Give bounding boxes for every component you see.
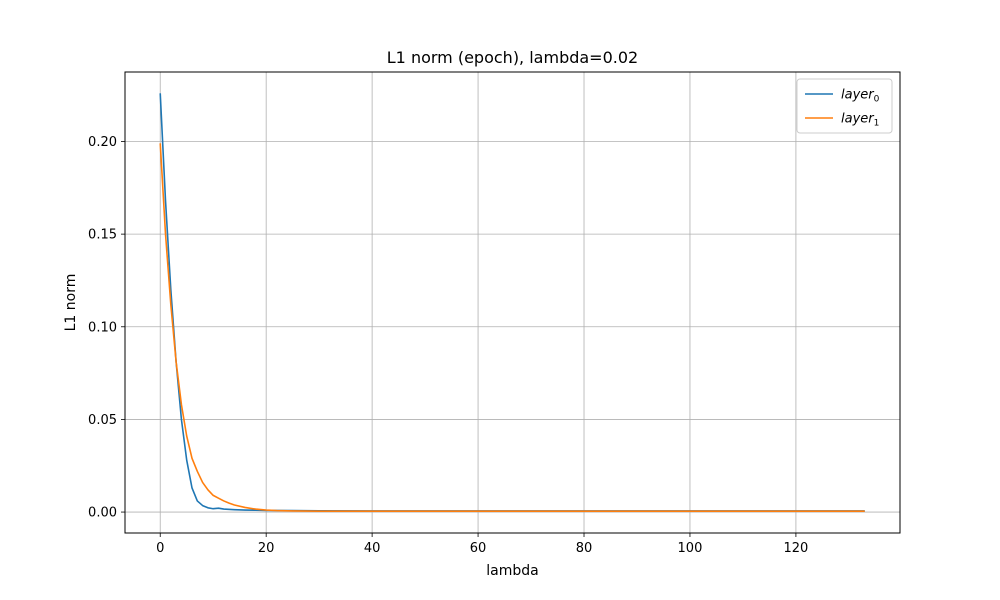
legend: layer0 layer1 [796, 78, 893, 134]
x-tick-label: 100 [678, 541, 703, 556]
legend-box [796, 78, 893, 134]
x-tick-label: 40 [364, 541, 381, 556]
y-tick-label: 0.00 [88, 506, 117, 521]
legend-label-1: layer1 [841, 112, 879, 129]
plot-frame [124, 71, 901, 534]
x-tick-label: 60 [470, 541, 487, 556]
x-tick-label: 80 [576, 541, 593, 556]
y-tick-label: 0.15 [88, 228, 117, 243]
series-line-1 [159, 143, 865, 512]
x-tick-label: 120 [783, 541, 808, 556]
y-tick-label: 0.10 [88, 320, 117, 335]
y-tick-label: 0.05 [88, 413, 117, 428]
y-tick-label: 0.20 [88, 135, 117, 150]
legend-label-0: layer0 [841, 88, 880, 105]
x-tick-label: 0 [156, 541, 164, 556]
y-axis-title: L1 norm [63, 274, 79, 332]
x-tick-label: 20 [258, 541, 275, 556]
x-axis-title: lambda [486, 563, 538, 579]
grid [125, 72, 900, 533]
series-lines [159, 93, 865, 512]
chart-title: L1 norm (epoch), lambda=0.02 [387, 48, 638, 67]
axis-ticks: 0 20 40 60 80 100 120 0.00 0.05 0.10 0.15 0.20 [88, 135, 808, 556]
